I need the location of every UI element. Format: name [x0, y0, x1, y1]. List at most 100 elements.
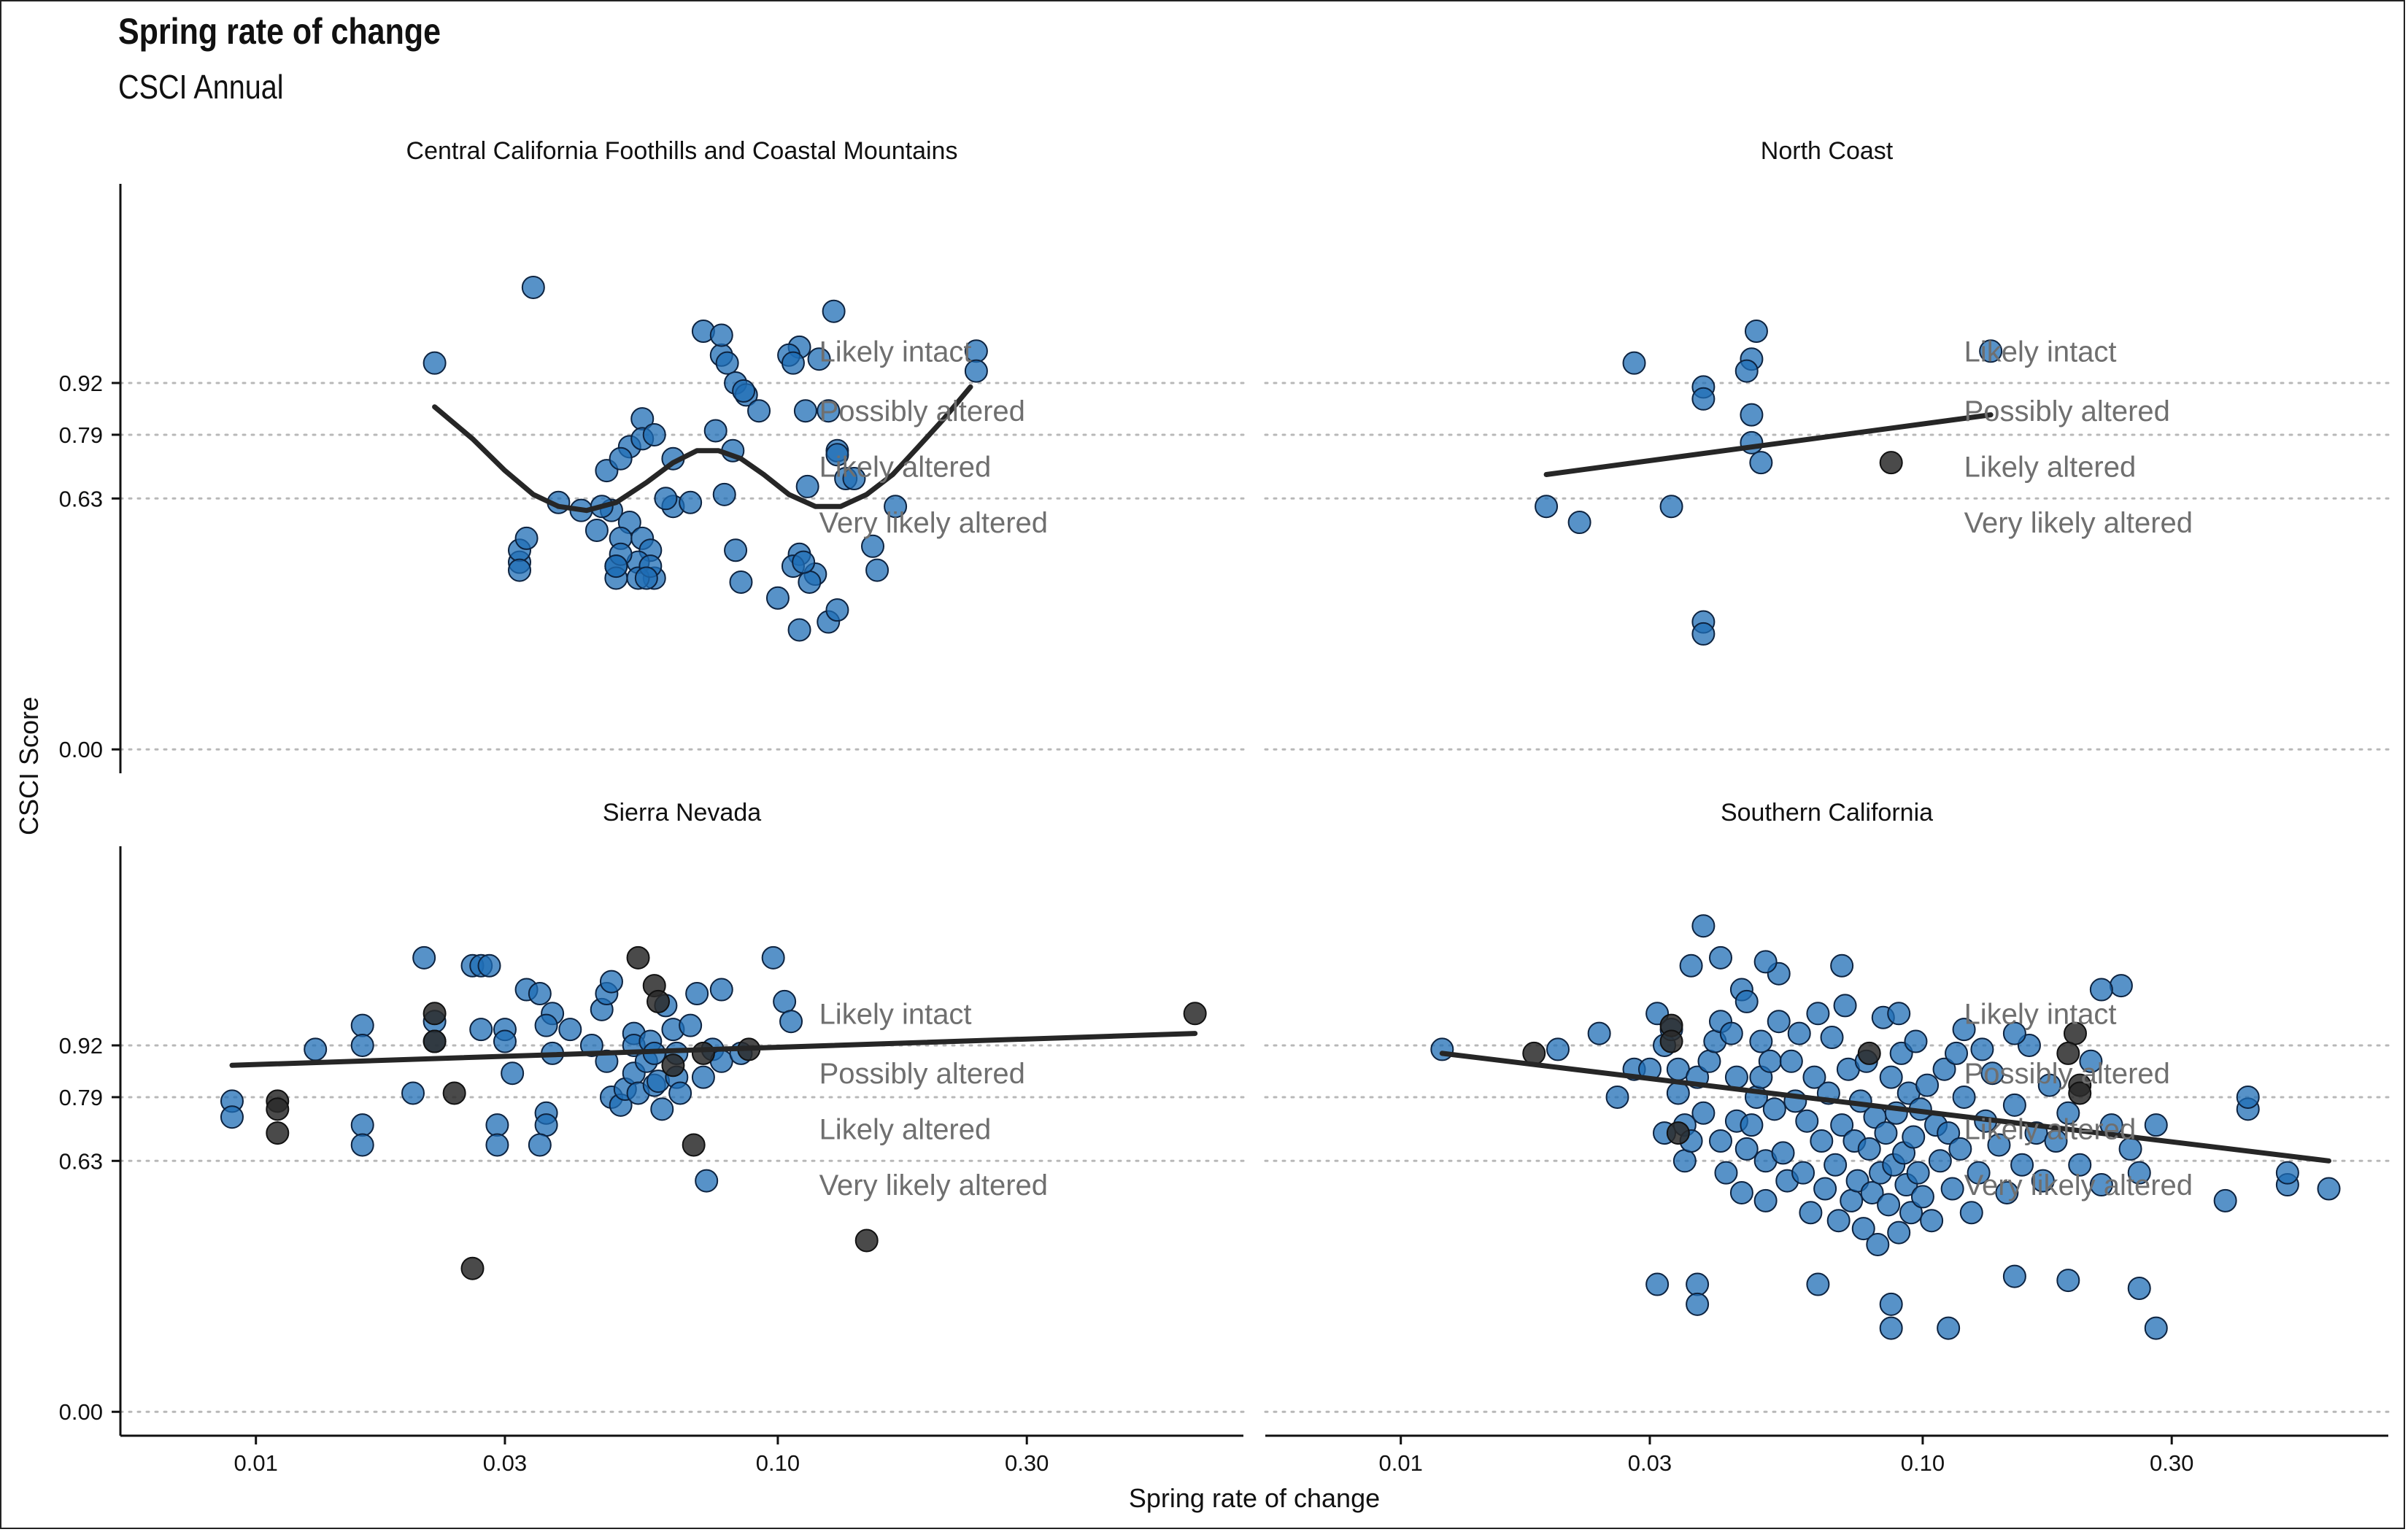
data-point — [1729, 1180, 1753, 1204]
data-point — [1887, 1002, 1911, 1026]
data-point — [715, 351, 739, 375]
data-point — [508, 558, 532, 582]
x-tick-label: 0.30 — [1005, 1450, 1049, 1476]
data-point — [724, 538, 748, 562]
data-point — [401, 1081, 425, 1105]
x-tick-label: 0.01 — [234, 1450, 278, 1476]
trend-line — [1439, 1051, 2331, 1164]
data-point — [1697, 1049, 1721, 1073]
data-point-dark — [1183, 1002, 1207, 1026]
data-point — [1779, 1049, 1803, 1073]
category-label: Possibly altered — [1964, 395, 2170, 428]
data-point — [1691, 387, 1716, 411]
data-point — [884, 495, 908, 519]
data-point — [1887, 1220, 1911, 1245]
data-point-dark — [2068, 1081, 2092, 1105]
x-axis-title: Spring rate of change — [1129, 1483, 1380, 1513]
x-tick-label: 0.10 — [1901, 1450, 1945, 1476]
data-point — [747, 399, 771, 423]
data-point — [220, 1105, 244, 1129]
data-point — [1787, 1021, 1811, 1045]
data-point — [1851, 1217, 1875, 1241]
data-point — [2089, 978, 2113, 1002]
data-point — [793, 399, 817, 423]
data-point-dark — [442, 1081, 466, 1105]
data-point — [469, 1018, 493, 1042]
data-point — [599, 970, 623, 994]
facet-title: Southern California — [1721, 799, 1933, 827]
data-point — [1734, 1137, 1759, 1161]
data-point — [1906, 1161, 1930, 1185]
data-point — [1937, 1121, 1961, 1145]
data-point — [679, 490, 703, 514]
data-point — [1771, 1141, 1795, 1165]
data-point — [1679, 953, 1703, 978]
x-tick-label: 0.10 — [756, 1450, 800, 1476]
data-point — [1833, 994, 1857, 1018]
data-point — [2002, 1093, 2026, 1117]
y-tick-label: 0.63 — [59, 486, 103, 511]
data-point — [514, 526, 539, 550]
data-point — [1666, 1081, 1690, 1105]
data-point — [634, 566, 658, 590]
category-label: Possibly altered — [1964, 1058, 2170, 1090]
y-axis-title: CSCI Score — [14, 697, 44, 835]
data-point — [709, 978, 733, 1002]
data-point-dark — [1666, 1121, 1690, 1145]
data-point — [1866, 1232, 1890, 1256]
facet-title: Sierra Nevada — [603, 799, 761, 827]
data-point — [795, 474, 819, 498]
data-point — [2275, 1161, 2299, 1185]
data-point — [1879, 1065, 1903, 1089]
data-point — [2056, 1269, 2080, 1293]
data-point — [501, 1061, 525, 1086]
data-point — [1952, 1085, 1976, 1109]
category-label: Very likely altered — [1964, 1169, 2193, 1202]
data-point — [781, 351, 805, 375]
data-point — [1806, 1002, 1830, 1026]
data-point-dark — [266, 1097, 290, 1121]
data-point-dark — [647, 989, 671, 1013]
data-point — [779, 1010, 803, 1034]
data-point — [817, 399, 841, 423]
data-point — [1799, 1201, 1823, 1225]
data-point — [822, 299, 846, 323]
data-point — [1795, 1109, 1819, 1133]
data-point — [773, 989, 797, 1013]
data-point — [1970, 1037, 1994, 1061]
data-point — [1535, 495, 1559, 519]
data-point — [1879, 1316, 1903, 1340]
data-point — [1762, 1097, 1786, 1121]
data-point — [861, 534, 885, 558]
trend-line — [432, 384, 973, 514]
data-point — [1686, 1292, 1710, 1316]
data-point — [695, 1169, 719, 1193]
data-point — [1708, 945, 1732, 970]
y-tick-label: 0.92 — [59, 1033, 103, 1059]
data-point — [1691, 1101, 1716, 1125]
data-point — [2037, 1073, 2061, 1097]
data-point — [1980, 1061, 2004, 1086]
data-point — [1744, 320, 1768, 343]
data-point — [1767, 1010, 1791, 1034]
data-point — [485, 1133, 509, 1157]
x-tick-label: 0.03 — [483, 1450, 527, 1476]
data-point — [2236, 1085, 2260, 1109]
y-tick-label: 0.79 — [59, 422, 103, 448]
data-point — [1753, 1188, 1778, 1212]
data-point — [528, 1133, 552, 1157]
data-point — [1820, 1026, 1844, 1050]
data-point — [2002, 1264, 2026, 1288]
data-point — [2010, 1153, 2034, 1177]
data-point — [485, 1113, 509, 1137]
category-label: Likely intact — [1964, 336, 2117, 368]
data-point — [732, 379, 756, 403]
data-point — [1691, 914, 1716, 938]
data-point — [1874, 1121, 1898, 1145]
data-point — [2079, 1049, 2103, 1073]
data-point — [1810, 1129, 1834, 1153]
data-point — [1740, 403, 1764, 427]
data-point — [2213, 1188, 2237, 1212]
data-point — [1915, 1073, 1940, 1097]
